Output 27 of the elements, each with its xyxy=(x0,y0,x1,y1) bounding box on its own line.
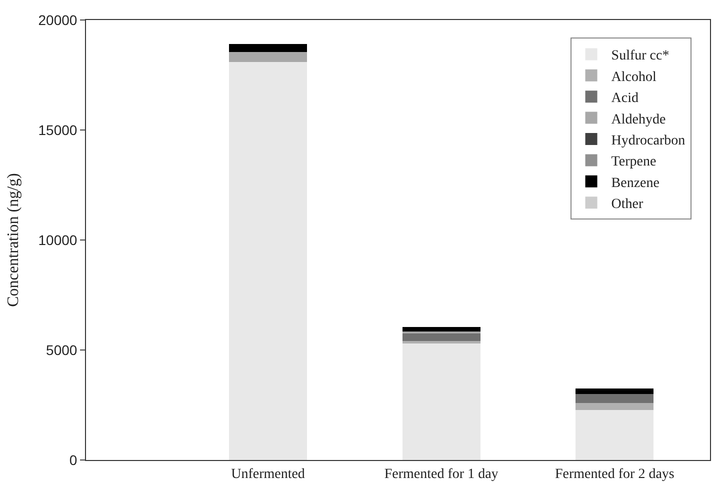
x-tick-label: Fermented for 1 day xyxy=(384,466,498,482)
y-tick-label: 0 xyxy=(69,452,78,468)
legend-label: Alcohol xyxy=(611,70,656,85)
y-tick-label: 5000 xyxy=(46,342,78,358)
legend-label: Sulfur cc* xyxy=(611,48,670,64)
legend-label: Terpene xyxy=(611,154,656,170)
bar xyxy=(402,334,480,342)
legend-label: Aldehyde xyxy=(611,112,666,128)
bar xyxy=(402,326,480,332)
legend-label: Other xyxy=(611,197,644,212)
y-tick-label: 20000 xyxy=(38,12,78,28)
legend-label: Hydrocarbon xyxy=(611,133,686,148)
x-tick-label: Unfermented xyxy=(231,466,305,482)
y-tick-label: 15000 xyxy=(38,122,78,138)
bar xyxy=(402,343,480,460)
y-tick-label: 10000 xyxy=(38,232,78,248)
bar xyxy=(576,388,654,394)
x-tick-label: Fermented for 2 days xyxy=(554,466,674,482)
bar xyxy=(229,52,307,62)
legend-label: Benzene xyxy=(611,176,660,191)
bar xyxy=(229,44,307,52)
y-axis-title: Concentration (ng/g) xyxy=(5,173,22,307)
bar xyxy=(576,402,654,410)
bar xyxy=(576,394,654,403)
bar xyxy=(576,410,654,460)
bar xyxy=(229,62,307,460)
legend-label: Acid xyxy=(611,91,638,106)
